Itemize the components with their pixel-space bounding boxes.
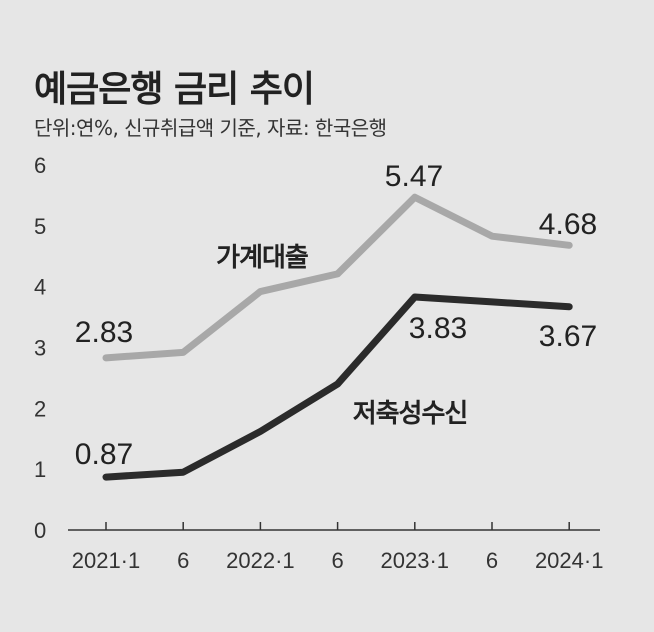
series-label-household: 가계대출 [216,243,308,273]
x-tick-label: 6 [331,548,343,573]
y-tick-label: 1 [34,457,46,482]
y-tick-label: 4 [34,275,46,300]
x-tick-label: 6 [177,548,189,573]
series-group [102,193,573,481]
data-label-deposit-end: 3.67 [539,320,597,353]
y-tick-label: 3 [34,336,46,361]
series-label-deposit: 저축성수신 [353,399,468,429]
data-label-household-peak: 5.47 [385,160,443,193]
series-line-household [102,193,573,362]
x-tick-label: 2023·1 [381,548,450,573]
y-tick-label: 0 [34,518,46,543]
x-tick-label: 2021·1 [72,548,141,573]
y-tick-label: 2 [34,396,46,421]
x-axis: 2021·1 6 2022·1 6 2023·1 6 2024·1 [72,522,604,573]
x-tick-label: 2022·1 [226,548,295,573]
x-tick-label: 2024·1 [535,548,604,573]
data-label-deposit-peak: 3.83 [409,312,467,345]
y-tick-label: 6 [34,153,46,178]
y-tick-label: 5 [34,214,46,239]
chart-subtitle: 단위:연%, 신규취급액 기준, 자료: 한국은행 [34,116,387,140]
data-label-deposit-start: 0.87 [75,438,133,471]
data-label-household-end: 4.68 [539,208,597,241]
x-tick-label: 6 [486,548,498,573]
y-axis: 0 1 2 3 4 5 6 [34,153,46,543]
chart-title: 예금은행 금리 추이 [34,69,315,110]
data-label-household-start: 2.83 [75,316,133,349]
series-line-deposit [102,293,573,481]
